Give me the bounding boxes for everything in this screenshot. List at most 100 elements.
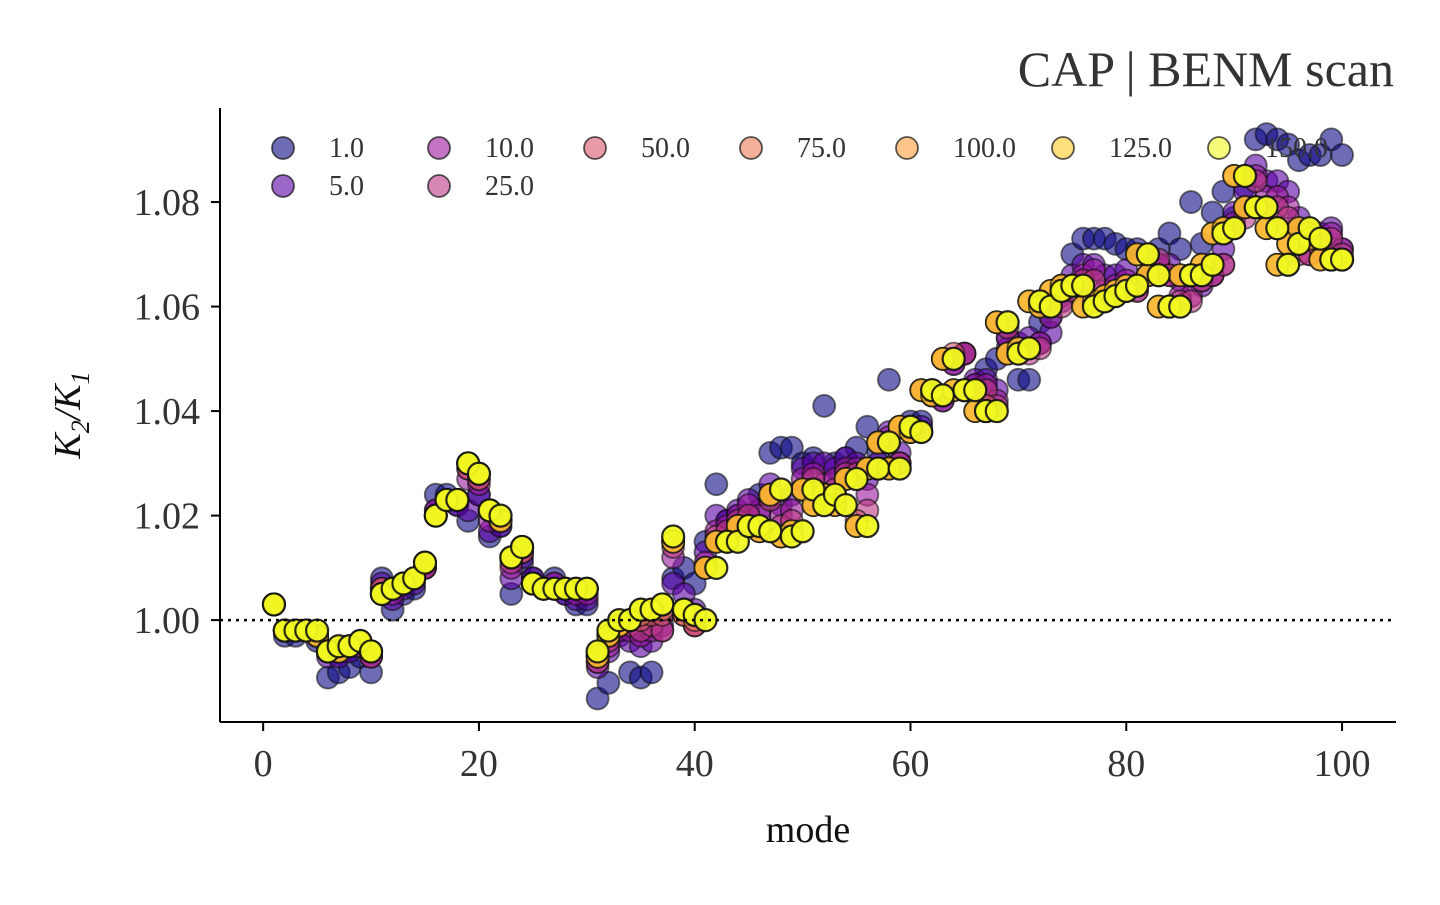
legend-item-10.0: 10.0 — [427, 133, 534, 164]
series-150.0 — [261, 163, 1355, 664]
data-point — [358, 639, 384, 664]
legend-label: 10.0 — [485, 133, 534, 164]
data-point — [1222, 216, 1247, 241]
legend-label: 25.0 — [485, 171, 534, 202]
series-100.0 — [262, 164, 1354, 669]
points-layer — [261, 122, 1355, 711]
data-point — [1330, 143, 1354, 167]
data-point — [1017, 367, 1042, 392]
legend-label: 100.0 — [953, 133, 1016, 164]
data-point — [574, 576, 599, 601]
data-point — [790, 519, 815, 544]
y-tick-label: 1.04 — [134, 391, 201, 433]
legend-marker — [427, 136, 451, 160]
data-point — [412, 550, 438, 575]
chart-title: CAP | BENM scan — [1018, 41, 1394, 97]
y-tick-label: 1.06 — [134, 287, 201, 329]
x-tick-label: 40 — [676, 743, 714, 785]
data-point — [466, 461, 492, 486]
data-point — [877, 367, 901, 392]
legend-marker — [1207, 136, 1231, 160]
legend-marker — [271, 136, 295, 160]
data-point — [1232, 163, 1258, 189]
data-point — [963, 378, 988, 403]
legend-item-1.0: 1.0 — [271, 133, 364, 164]
data-point — [585, 639, 610, 664]
data-point — [693, 608, 718, 633]
legend: 1.0 5.0 10.0 25.0 50.0 75.0 100.0 125.0 150.0 — [271, 133, 1328, 202]
legend-item-25.0: 25.0 — [427, 171, 534, 202]
legend-item-150.0: 150.0 — [1207, 133, 1328, 164]
data-point — [704, 472, 729, 497]
data-point — [1329, 247, 1355, 272]
x-ticks: 0 20 40 60 80 100 — [254, 722, 1371, 785]
legend-label: 125.0 — [1109, 133, 1172, 164]
data-point — [704, 555, 729, 580]
x-tick-label: 60 — [891, 743, 929, 785]
data-point — [1265, 216, 1290, 241]
legend-item-50.0: 50.0 — [583, 133, 690, 164]
legend-label: 5.0 — [329, 171, 364, 202]
data-point — [984, 398, 1009, 424]
legend-marker — [583, 136, 607, 160]
y-ticks: 1.00 1.02 1.04 1.06 1.08 — [134, 182, 220, 642]
series-5.0 — [262, 153, 1354, 680]
data-point — [876, 430, 902, 455]
series-125.0 — [262, 164, 1354, 669]
legend-marker — [427, 174, 451, 198]
data-point — [909, 419, 934, 445]
legend-marker — [1051, 136, 1075, 160]
data-point — [758, 519, 783, 544]
data-point — [855, 513, 880, 539]
x-tick-label: 100 — [1314, 743, 1371, 785]
data-point — [305, 618, 330, 643]
data-point — [261, 592, 287, 617]
y-tick-label: 1.02 — [134, 496, 201, 538]
data-point — [1017, 336, 1042, 361]
data-point — [1168, 294, 1193, 319]
legend-marker — [895, 136, 919, 160]
series-10.0 — [262, 164, 1354, 674]
legend-label: 150.0 — [1265, 133, 1328, 164]
data-point — [1276, 252, 1301, 277]
x-tick-label: 0 — [254, 743, 273, 785]
data-point — [812, 393, 837, 418]
data-point — [661, 524, 686, 549]
data-point — [995, 310, 1020, 335]
y-tick-label: 1.08 — [134, 182, 201, 224]
data-point — [887, 456, 912, 481]
data-point — [1179, 190, 1203, 214]
series-1.0 — [262, 122, 1354, 711]
data-point — [1146, 263, 1171, 288]
series-50.0 — [262, 164, 1354, 669]
legend-marker — [271, 174, 295, 198]
data-point — [1071, 273, 1096, 298]
data-point — [768, 477, 794, 502]
legend-item-5.0: 5.0 — [271, 171, 364, 202]
series-75.0 — [262, 164, 1354, 669]
x-axis-label: mode — [766, 809, 850, 851]
data-point — [1254, 195, 1279, 220]
legend-item-75.0: 75.0 — [739, 133, 846, 164]
data-point — [833, 493, 858, 518]
x-tick-label: 20 — [460, 743, 498, 785]
data-point — [650, 592, 675, 617]
legend-marker — [739, 136, 763, 160]
legend-label: 1.0 — [329, 133, 364, 164]
data-point — [445, 487, 470, 513]
data-point — [930, 383, 955, 408]
data-point — [509, 534, 535, 560]
y-axis-label: K2/K1 — [47, 371, 95, 459]
legend-label: 75.0 — [797, 133, 846, 164]
legend-item-100.0: 100.0 — [895, 133, 1016, 164]
legend-item-125.0: 125.0 — [1051, 133, 1172, 164]
data-point — [866, 456, 891, 481]
x-tick-label: 80 — [1107, 743, 1145, 785]
legend-label: 50.0 — [641, 133, 690, 164]
data-point — [941, 346, 966, 371]
y-tick-label: 1.00 — [134, 600, 201, 642]
data-point — [488, 503, 513, 528]
data-point — [1200, 252, 1225, 277]
